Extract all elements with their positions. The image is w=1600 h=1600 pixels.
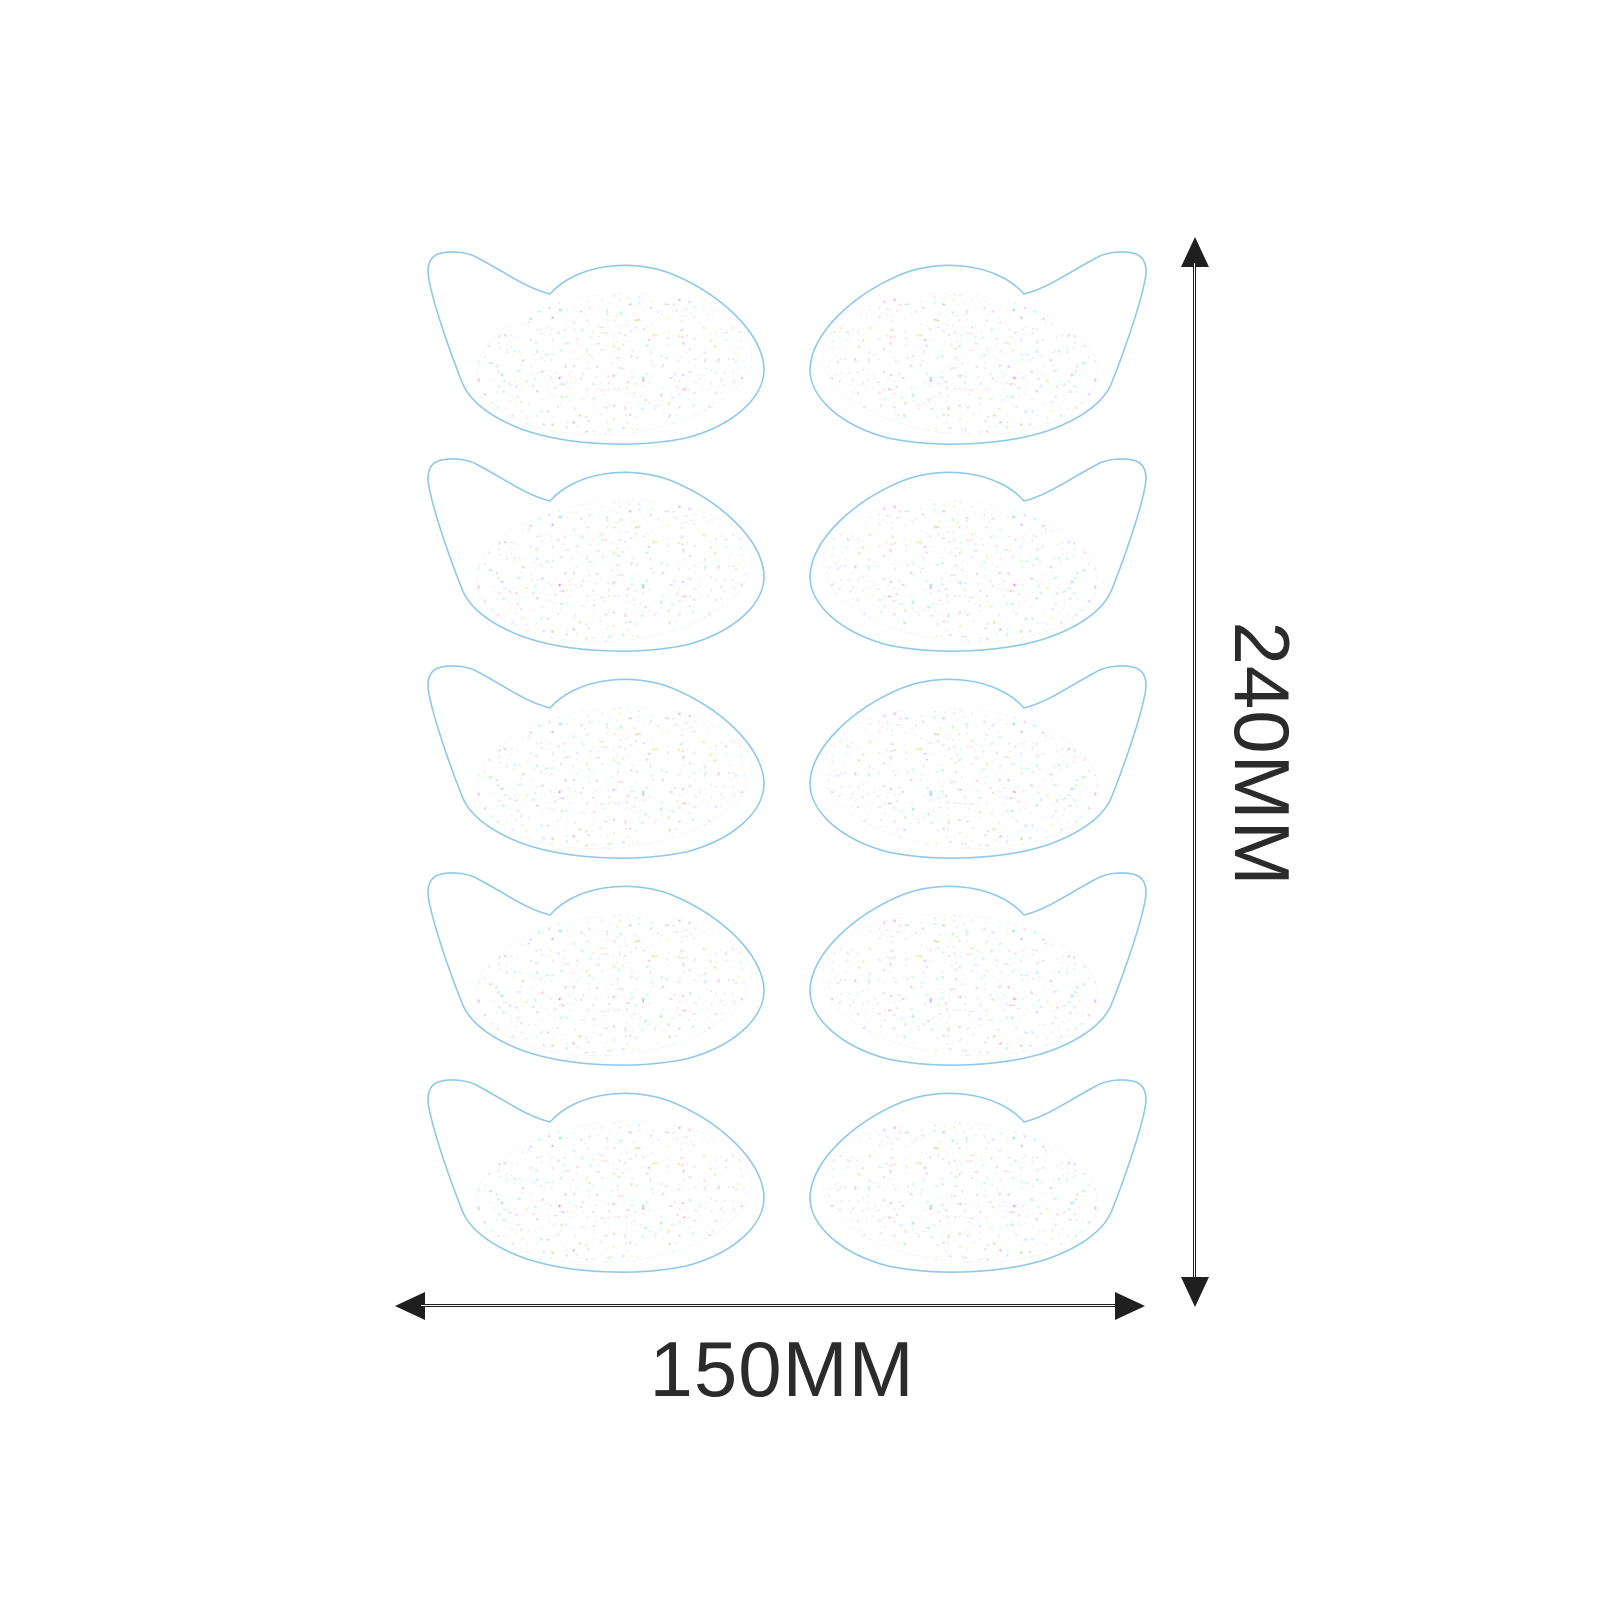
height-dimension-label: 240MM — [1218, 621, 1306, 887]
glitter-pad — [476, 707, 752, 849]
arrowhead-left-icon — [395, 1292, 425, 1320]
glitter-pad — [476, 1121, 752, 1263]
eye-patch-shape — [809, 1079, 1147, 1273]
glitter-pad — [822, 914, 1098, 1056]
eye-patch-shape — [427, 251, 765, 445]
width-dimension-label: 150MM — [649, 1325, 915, 1413]
eye-patch — [808, 248, 1150, 448]
glitter-pad — [476, 914, 752, 1056]
eye-patch-shape — [427, 1079, 765, 1273]
eye-patch-shape — [427, 458, 765, 652]
horizontal-dimension-line — [421, 1304, 1119, 1307]
eye-patch — [808, 869, 1150, 1069]
eye-patch-shape — [427, 872, 765, 1066]
eye-patch — [808, 1076, 1150, 1276]
glitter-pad — [822, 707, 1098, 849]
glitter-pad — [822, 1121, 1098, 1263]
eye-patch-shape — [809, 251, 1147, 445]
eye-patch-shape — [809, 665, 1147, 859]
horizontal-dimension-arrow — [395, 1291, 1145, 1321]
vertical-dimension-arrow — [1180, 237, 1210, 1307]
eye-patch-shape — [809, 872, 1147, 1066]
glitter-pad — [476, 293, 752, 435]
eye-patch — [424, 248, 766, 448]
eye-patch — [424, 662, 766, 862]
eye-patch — [424, 455, 766, 655]
arrowhead-up-icon — [1181, 237, 1209, 267]
arrowhead-right-icon — [1115, 1292, 1145, 1320]
vertical-dimension-line — [1193, 263, 1196, 1281]
eye-patch — [808, 455, 1150, 655]
eye-patch — [424, 869, 766, 1069]
glitter-pad — [476, 500, 752, 642]
glitter-pad — [822, 500, 1098, 642]
eye-patch-shape — [809, 458, 1147, 652]
arrowhead-down-icon — [1181, 1277, 1209, 1307]
glitter-pad — [822, 293, 1098, 435]
eye-patch — [808, 662, 1150, 862]
eye-patch — [424, 1076, 766, 1276]
eye-patch-shape — [427, 665, 765, 859]
